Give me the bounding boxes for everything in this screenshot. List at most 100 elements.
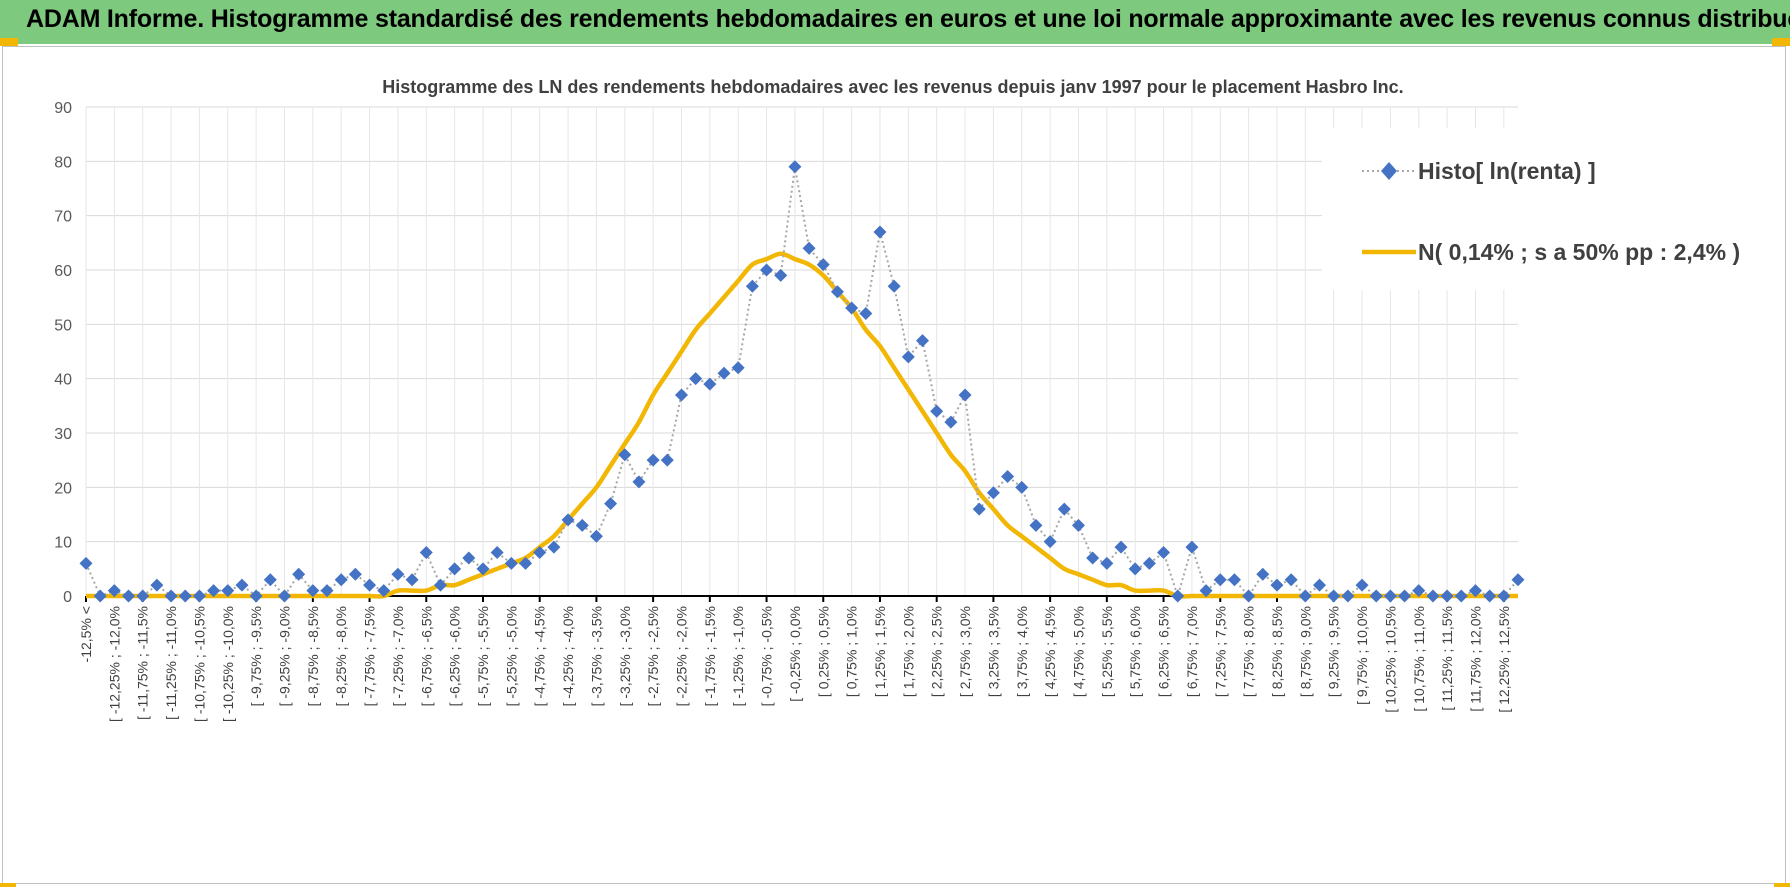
x-tick-label: [ -2,25% ; -2,0%: [673, 606, 689, 706]
histogram-point: [448, 562, 462, 576]
histogram-point: [263, 573, 277, 587]
x-tick-label: [ 0,75% ; 1,0%: [844, 606, 860, 697]
histogram-point: [1227, 573, 1241, 587]
histogram-point: [717, 366, 731, 380]
histogram-point: [1213, 573, 1227, 587]
histogram-point: [1242, 589, 1256, 603]
histogram-point: [986, 486, 1000, 500]
x-axis: -12,5% < [ -12,25% ; -12,0% [ -11,75% ; -1…: [78, 595, 1518, 722]
histogram-point: [674, 388, 688, 402]
histogram-point: [745, 279, 759, 293]
x-tick-label: [ 7,75% ; 8,0%: [1241, 606, 1257, 697]
histogram-point: [916, 334, 930, 348]
histogram-point: [1057, 502, 1071, 516]
histogram-point: [703, 377, 717, 391]
x-tick-label: [ -0,75% ; -0,5%: [759, 606, 775, 706]
histogram-point: [901, 350, 915, 364]
y-tick-label: 20: [54, 480, 72, 497]
histogram-point: [632, 475, 646, 489]
x-tick-label: [ -4,25% ; -4,0%: [560, 606, 576, 706]
histogram-point: [958, 388, 972, 402]
x-tick-label: [ 10,25% ; 10,5%: [1382, 606, 1398, 713]
banner-accent-left: [0, 38, 18, 46]
histogram-point: [1468, 584, 1482, 598]
histogram-point: [1298, 589, 1312, 603]
histogram-point: [1454, 589, 1468, 603]
histogram-point: [150, 578, 164, 592]
histogram-point: [79, 556, 93, 570]
histogram-point: [519, 556, 533, 570]
x-tick-label: [ 8,25% ; 8,5%: [1269, 606, 1285, 697]
histogram-point: [504, 556, 518, 570]
x-tick-label: [ 11,75% ; 12,0%: [1467, 606, 1483, 712]
y-tick-label: 70: [54, 209, 72, 226]
x-tick-label: [ 2,75% ; 3,0%: [957, 606, 973, 697]
report-title: ADAM Informe. Histogramme standardisé de…: [26, 5, 1790, 33]
histogram-point: [178, 589, 192, 603]
histogram-series: [79, 160, 1525, 603]
chart-title: Histogramme des LN des rendements hebdom…: [382, 77, 1403, 97]
x-tick-label: [ 2,25% ; 2,5%: [929, 606, 945, 697]
histogram-point: [433, 578, 447, 592]
x-tick-label: [ 1,25% ; 1,5%: [872, 606, 888, 697]
histogram-point: [1327, 589, 1341, 603]
histogram-point: [249, 589, 263, 603]
histogram-point: [207, 584, 221, 598]
histogram-point: [1142, 556, 1156, 570]
histogram-point: [122, 589, 136, 603]
histogram-point: [334, 573, 348, 587]
histogram-point: [93, 589, 107, 603]
x-tick-label: [ 10,75% ; 11,0%: [1411, 606, 1427, 712]
normal-curve-line: [85, 251, 1518, 599]
y-tick-label: 10: [54, 535, 72, 552]
x-tick-label: [ -11,75% ; -11,5%: [135, 606, 151, 720]
x-tick-label: [ -1,25% ; -1,0%: [730, 606, 746, 706]
x-tick-label: [ 3,75% ; 4,0%: [1014, 606, 1030, 697]
y-tick-label: 40: [54, 372, 72, 389]
x-tick-label: [ -12,25% ; -12,0%: [106, 606, 122, 722]
histogram-point: [1001, 469, 1015, 483]
histogram-point: [689, 372, 703, 386]
histogram-point: [1426, 589, 1440, 603]
x-tick-label: [ 4,75% ; 5,0%: [1070, 606, 1086, 697]
histogram-point: [774, 268, 788, 282]
x-tick-label: [ -10,25% ; -10,0%: [220, 606, 236, 722]
x-tick-label: [ 8,75% ; 9,0%: [1297, 606, 1313, 697]
histogram-point: [788, 160, 802, 174]
histogram-point: [320, 584, 334, 598]
legend: Histo[ ln(renta) ] N( 0,14% ; s a 50% pp…: [1322, 128, 1742, 290]
histogram-point: [760, 263, 774, 277]
x-tick-label: [ -8,25% ; -8,0%: [333, 606, 349, 706]
histogram-point: [1497, 589, 1511, 603]
histogram-point: [1199, 584, 1213, 598]
x-tick-label: [ -9,75% ; -9,5%: [248, 606, 264, 706]
histogram-connector-line: [85, 166, 1519, 600]
histogram-point: [292, 567, 306, 581]
y-tick-label: 0: [63, 589, 72, 606]
histogram-point: [1355, 578, 1369, 592]
histogram-point: [887, 279, 901, 293]
histogram-point: [533, 546, 547, 560]
y-tick-label: 90: [54, 100, 72, 117]
x-tick-label: [ -6,75% ; -6,5%: [418, 606, 434, 706]
histogram-point: [476, 562, 490, 576]
histogram-point: [660, 453, 674, 467]
legend-histo-label: Histo[ ln(renta) ]: [1418, 158, 1596, 184]
histogram-point: [462, 551, 476, 565]
histogram-point: [1029, 518, 1043, 532]
chart-gridlines: [85, 106, 1518, 596]
x-tick-label: [ 5,75% ; 6,0%: [1127, 606, 1143, 697]
histogram-point: [1256, 567, 1270, 581]
x-tick-label: [ -3,75% ; -3,5%: [588, 606, 604, 706]
histogram-point: [1185, 540, 1199, 554]
y-axis: 0 10 20 30 40 50 60 70 80 90: [54, 100, 72, 606]
histogram-point: [1483, 589, 1497, 603]
histogram-point: [944, 415, 958, 429]
legend-normal-label: N( 0,14% ; s a 50% pp : 2,4% ): [1418, 239, 1740, 265]
histogram-point: [575, 518, 589, 532]
x-tick-label: [ 6,25% ; 6,5%: [1156, 606, 1172, 697]
histogram-point: [1284, 573, 1298, 587]
x-tick-label: [ -7,25% ; -7,0%: [390, 606, 406, 706]
histogram-point: [1114, 540, 1128, 554]
